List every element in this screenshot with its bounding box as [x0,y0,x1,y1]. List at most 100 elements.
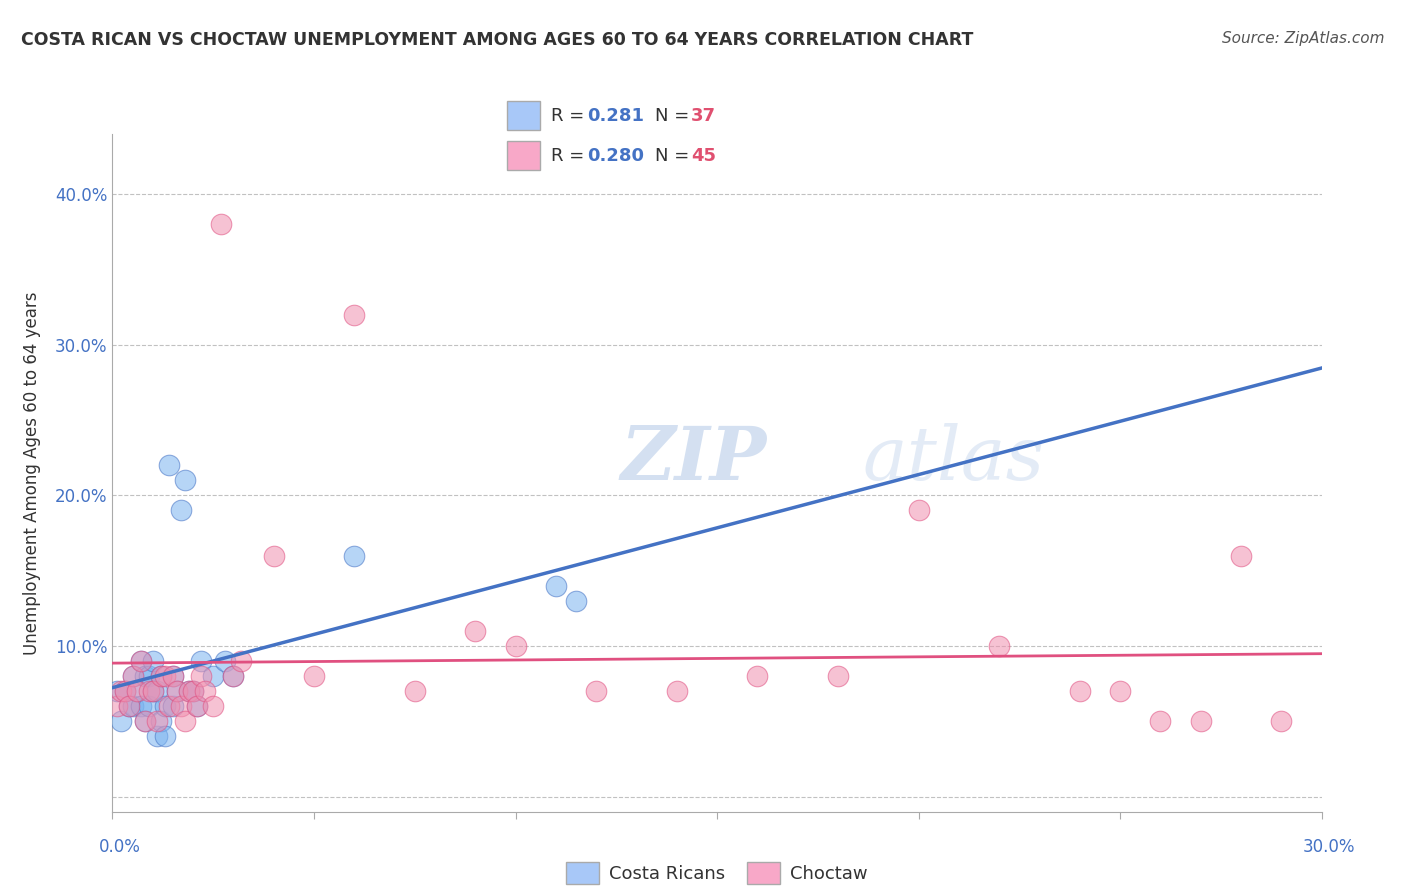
Point [186,699,208,714]
Point [146,714,169,729]
Point [134,669,156,683]
Point [174,473,197,487]
Point [149,669,172,683]
Text: 0.281: 0.281 [586,107,644,125]
Point [129,654,152,668]
Point [585,684,607,698]
Point [907,503,929,517]
Point [464,624,486,638]
Point [181,684,204,698]
Point [110,684,132,698]
Point [153,699,176,714]
Text: N =: N = [655,146,696,164]
Text: 0.280: 0.280 [586,146,644,164]
Point [1149,714,1171,729]
Point [129,699,152,714]
Point [134,714,156,729]
Point [209,217,232,231]
Bar [508,102,540,130]
Point [142,654,165,668]
Point [1189,714,1212,729]
Point [166,684,188,698]
Point [153,669,176,683]
Text: ZIP: ZIP [620,423,766,495]
Point [134,714,156,729]
Point [129,654,152,668]
Text: 30.0%: 30.0% [1302,838,1355,855]
Point [157,458,180,473]
Point [544,579,567,593]
Legend: Costa Ricans, Choctaw: Costa Ricans, Choctaw [558,855,876,891]
Point [117,699,139,714]
Point [988,639,1011,653]
Point [105,699,128,714]
Point [162,669,184,683]
Point [665,684,688,698]
Point [343,549,366,563]
Point [105,684,128,698]
Point [121,699,143,714]
Point [505,639,527,653]
Point [157,699,180,714]
Text: R =: R = [551,146,591,164]
Point [263,549,285,563]
Point [222,669,245,683]
Point [125,684,148,698]
Point [214,654,236,668]
Point [565,594,588,608]
Point [138,684,160,698]
Point [231,654,253,668]
Point [177,684,200,698]
Point [146,730,169,744]
Point [177,684,200,698]
Point [166,684,188,698]
Text: atlas: atlas [862,423,1045,495]
Point [138,669,160,683]
Text: COSTA RICAN VS CHOCTAW UNEMPLOYMENT AMONG AGES 60 TO 64 YEARS CORRELATION CHART: COSTA RICAN VS CHOCTAW UNEMPLOYMENT AMON… [21,31,973,49]
Point [190,669,212,683]
Point [190,654,212,668]
Point [202,699,225,714]
Point [174,714,197,729]
Point [125,684,148,698]
Point [1069,684,1091,698]
Point [110,714,132,729]
Point [302,669,325,683]
Point [153,730,176,744]
Point [121,669,143,683]
Point [186,699,208,714]
Point [1109,684,1132,698]
Point [162,669,184,683]
Point [194,684,217,698]
Text: 45: 45 [692,146,716,164]
Point [404,684,426,698]
Point [1270,714,1292,729]
Point [146,684,169,698]
Text: N =: N = [655,107,696,125]
Point [117,699,139,714]
Point [747,669,769,683]
Text: Source: ZipAtlas.com: Source: ZipAtlas.com [1222,31,1385,46]
Point [142,684,165,698]
Point [1230,549,1253,563]
Point [222,669,245,683]
Point [162,699,184,714]
Point [170,503,193,517]
Text: 0.0%: 0.0% [98,838,141,855]
Point [343,308,366,322]
Bar [508,141,540,169]
Point [827,669,849,683]
Point [142,684,165,698]
Text: R =: R = [551,107,591,125]
Y-axis label: Unemployment Among Ages 60 to 64 years: Unemployment Among Ages 60 to 64 years [24,291,41,655]
Point [202,669,225,683]
Text: 37: 37 [692,107,716,125]
Point [149,669,172,683]
Point [138,699,160,714]
Point [121,669,143,683]
Point [114,684,136,698]
Point [170,699,193,714]
Point [149,714,172,729]
Point [114,684,136,698]
Point [181,684,204,698]
